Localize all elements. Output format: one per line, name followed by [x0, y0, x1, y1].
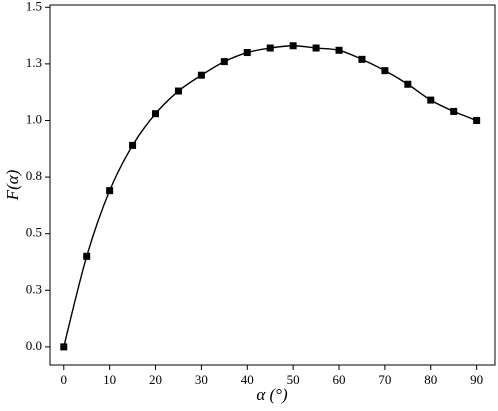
- point-marker: [404, 80, 412, 88]
- y-tick-label: 1.3: [26, 55, 42, 70]
- point-marker: [289, 42, 297, 50]
- x-tick-label: 50: [287, 372, 300, 387]
- x-tick-label: 40: [241, 372, 254, 387]
- point-marker: [106, 187, 114, 195]
- point-marker: [473, 116, 481, 124]
- x-tick-label: 60: [333, 372, 346, 387]
- x-tick-label: 10: [103, 372, 116, 387]
- x-tick-label: 70: [378, 372, 391, 387]
- point-marker: [312, 44, 320, 52]
- x-tick-label: 0: [61, 372, 68, 387]
- x-axis-label: α (°): [256, 385, 288, 404]
- point-marker: [220, 58, 228, 66]
- y-axis-label: F(α): [3, 169, 22, 201]
- y-tick-label: 1.5: [26, 0, 42, 13]
- y-tick-label: 1.0: [26, 111, 42, 126]
- plot-frame: [49, 4, 496, 366]
- point-marker: [243, 49, 251, 57]
- x-tick-label: 80: [424, 372, 437, 387]
- x-tick-label: 20: [149, 372, 162, 387]
- point-marker: [60, 343, 68, 351]
- point-marker: [450, 107, 458, 115]
- point-marker: [427, 96, 435, 104]
- point-marker: [174, 87, 182, 95]
- x-tick-label: 30: [195, 372, 208, 387]
- point-marker: [129, 141, 137, 149]
- point-marker: [152, 110, 160, 118]
- y-tick-label: 0.3: [26, 281, 42, 296]
- point-marker: [83, 252, 91, 260]
- point-marker: [197, 71, 205, 79]
- series-line: [63, 45, 477, 348]
- point-marker: [335, 46, 343, 54]
- y-tick-label: 0.0: [26, 338, 42, 353]
- point-marker: [358, 55, 366, 63]
- point-marker: [266, 44, 274, 52]
- point-marker: [381, 67, 389, 75]
- y-tick-label: 0.5: [26, 225, 42, 240]
- x-tick-label: 90: [470, 372, 483, 387]
- y-tick-label: 0.8: [26, 168, 42, 183]
